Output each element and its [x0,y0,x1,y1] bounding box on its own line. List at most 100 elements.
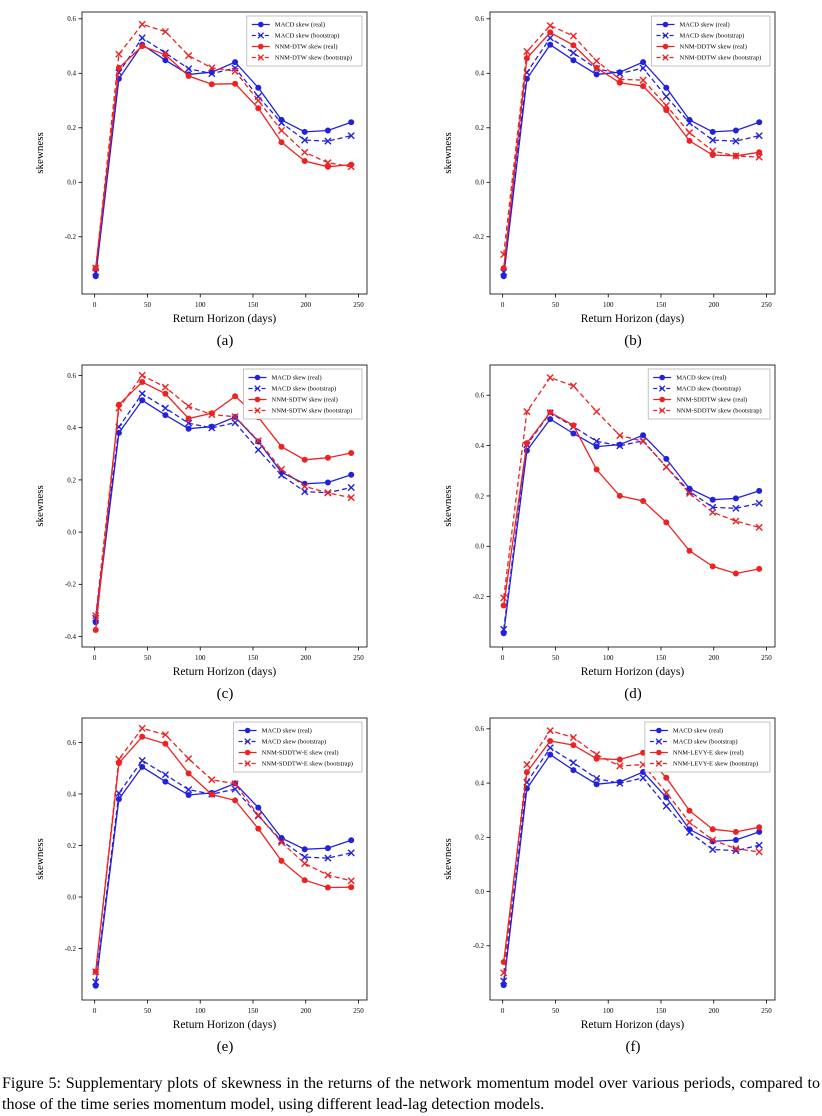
marker-circle [547,41,554,48]
legend-label: NNM-LEVY-E skew (real) [673,750,744,757]
marker-x [755,153,763,161]
series-line [503,746,760,982]
legend-item-macd-skew-bootstrap: MACD skew (bootstrap) [251,32,339,40]
x-axis-label: Return Horizon (days) [581,1019,685,1031]
y-tick-label: 0.4 [475,779,484,787]
x-tick-label: 0 [501,301,505,309]
legend-label: MACD skew (real) [680,22,730,29]
x-tick-label: 150 [656,1007,667,1015]
chart-svg: 0 50 100 150 200 250 Return Horizon (days) -0.2… [442,717,776,1031]
legend-label: NNM-SDTW skew (bootstrap) [272,408,353,415]
marker-circle [663,455,670,462]
marker-circle [301,846,308,853]
marker-x [138,371,146,379]
chart-svg: 0 50 100 150 200 250 Return Horizon (days) -0.2… [34,717,368,1031]
legend-item-macd-skew-bootstrap: MACD skew (bootstrap) [649,738,738,746]
series-macd-skew-bootstrap [500,34,763,276]
marker-x [324,137,332,145]
y-tick-label: 0.6 [475,392,484,400]
marker-x [500,977,508,985]
legend-item-nnm-sddtw-skew-real: NNM-SDDTW skew (real) [653,396,747,404]
y-axis-label: skewness [34,838,46,880]
y-tick-label: 0.4 [67,70,76,78]
marker-circle [686,807,693,814]
series-line [95,23,352,269]
marker-x [208,776,216,784]
marker-x [277,471,286,479]
legend-item-nnm-sddtw-e-skew-bootstrap: NNM-SDDTW-E skew (bootstrap) [238,760,353,768]
legend-marker-circle [244,749,251,756]
marker-x [500,969,508,977]
marker-x [277,837,286,845]
x-tick-label: 100 [195,1007,206,1015]
marker-x [709,136,717,144]
marker-circle [162,51,169,58]
legend-marker-circle [659,374,665,381]
marker-circle [162,778,169,785]
series-line [503,411,760,606]
subplot-d-label: (d) [624,686,642,702]
marker-x [208,64,216,72]
legend-marker-circle [656,727,662,734]
legend-label: NNM-SDTW skew (real) [272,397,338,404]
x-tick-label: 200 [709,1007,720,1015]
marker-x [569,49,577,57]
marker-circle [139,379,146,385]
y-axis-label: skewness [442,485,454,527]
marker-x [732,845,740,853]
marker-x [616,762,624,770]
y-axis: -0.2 0.0 0.2 0.4 0.6 skewness [34,15,82,241]
series-nnm-sddtw-skew-real [500,409,763,609]
marker-circle [255,804,262,811]
marker-circle [709,128,716,135]
marker-x [732,504,740,512]
y-tick-label: 0.0 [67,179,76,187]
series-macd-skew-bootstrap [92,390,355,622]
marker-circle [663,84,670,91]
legend-marker-circle [254,396,261,403]
y-axis-label: skewness [442,132,454,174]
legend-label: MACD skew (real) [272,375,322,382]
marker-x [138,20,146,28]
y-tick-label: 0.0 [475,543,484,551]
marker-circle [208,791,215,798]
marker-circle [324,163,331,170]
marker-x [639,64,647,72]
marker-circle [547,409,554,416]
marker-x [500,250,508,259]
axes-frame [81,364,368,648]
subplot-e-label: (e) [216,1039,234,1055]
x-tick-label: 250 [761,301,772,309]
legend-item-nnm-ddtw-skew-real: NNM-DDTW skew (real) [656,43,747,51]
marker-x [231,780,239,788]
marker-x [500,594,508,602]
marker-x [301,853,309,861]
marker-x [523,408,531,416]
series-nnm-levy-e-skew-bootstrap [500,727,763,977]
marker-x [546,744,554,752]
marker-circle [255,84,262,91]
subplot-grid: 0 50 100 150 200 250 Return Horizon (days) -0.2… [30,0,822,1057]
marker-x [208,424,216,432]
marker-x [185,419,193,427]
x-tick-label: 250 [353,301,364,309]
marker-x [546,727,554,735]
axes-frame [489,717,776,1001]
marker-x [755,848,763,856]
series-line [95,727,352,972]
legend-item-nnm-sdtw-skew-bootstrap: NNM-SDTW skew (bootstrap) [248,407,353,415]
marker-x [324,489,332,497]
marker-circle [185,415,192,422]
marker-x [593,57,601,65]
marker-x [208,411,216,419]
y-axis: -0.2 0.0 0.2 0.4 0.6 skewness [442,725,490,950]
marker-x [709,836,717,844]
subplot-c: 0 50 100 150 200 250 Return Horizon (days) -0.4… [30,353,420,704]
marker-x [685,828,694,836]
x-axis: 0 50 100 150 200 250 Return Horizon (days) [93,294,364,325]
marker-x [161,28,169,36]
legend-label: MACD skew (real) [676,375,726,382]
marker-x [546,374,554,382]
legend: MACD skew (real) MACD skew (bootstrap) NNM… [647,368,771,420]
series-nnm-sddtw-e-skew-bootstrap [92,724,355,976]
